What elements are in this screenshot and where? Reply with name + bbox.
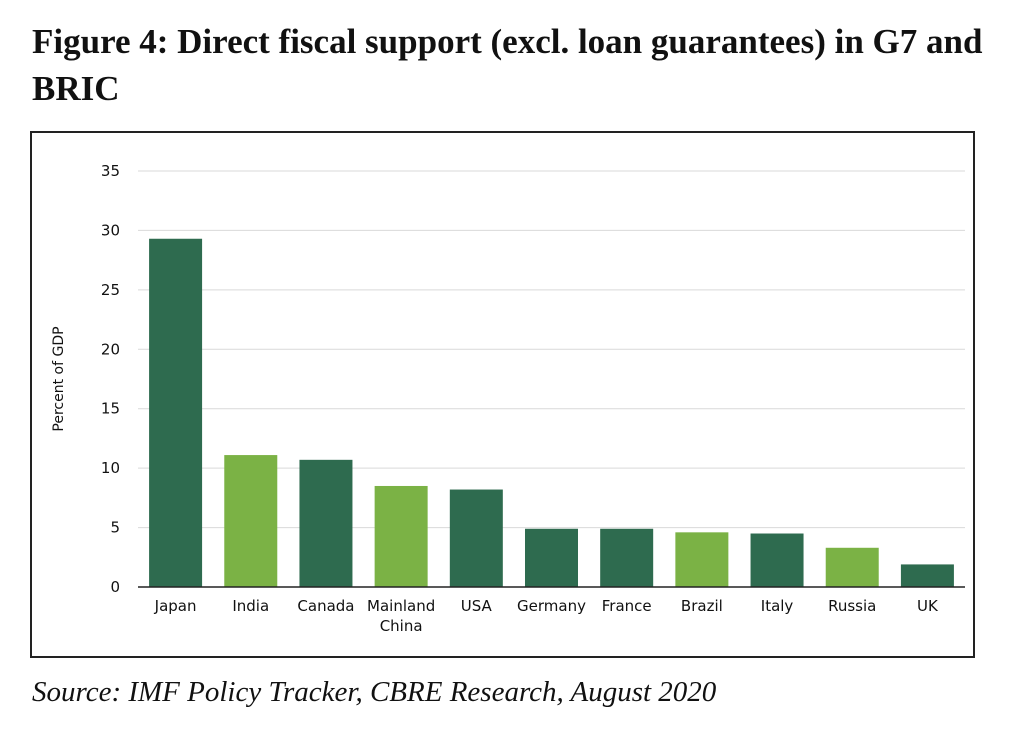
bar-chart: 0 5 10 15 20 25 30 35 Japan India Canada Mainland Ch…	[51, 162, 965, 635]
bar-brazil	[675, 532, 729, 587]
y-tick-label: 20	[101, 340, 120, 358]
x-tick-label: Japan	[154, 597, 197, 615]
bar-russia	[825, 547, 879, 587]
source-note: Source: IMF Policy Tracker, CBRE Researc…	[32, 676, 717, 708]
labels: 0 5 10 15 20 25 30 35 Japan India Canada Mainland Ch…	[51, 162, 939, 635]
x-tick-label: Germany	[517, 597, 586, 615]
bar-germany	[525, 528, 578, 587]
y-tick-label: 15	[101, 400, 120, 418]
y-tick-label: 25	[101, 281, 120, 299]
x-tick-label: India	[232, 597, 269, 615]
bar-italy	[750, 533, 804, 587]
bars	[149, 238, 954, 587]
x-tick-label: Brazil	[681, 597, 723, 615]
x-tick-label: UK	[917, 597, 939, 615]
chart-frame	[30, 131, 975, 658]
bar-mainland-china	[374, 485, 428, 587]
chart-title: Figure 4: Direct fiscal support (excl. l…	[32, 22, 983, 108]
bar-india	[224, 455, 278, 587]
y-tick-label: 0	[110, 578, 120, 596]
x-tick-label: France	[602, 597, 652, 615]
x-tick-label: Canada	[297, 597, 354, 615]
bar-canada	[299, 459, 353, 587]
y-tick-label: 30	[101, 221, 120, 239]
x-tick-label: Mainland	[367, 597, 435, 615]
x-tick-label: Russia	[828, 597, 876, 615]
y-axis-label: Percent of GDP	[51, 326, 67, 431]
x-tick-label: USA	[461, 597, 493, 615]
x-tick-label: Italy	[761, 597, 794, 615]
bar-france	[600, 528, 654, 587]
y-tick-label: 5	[110, 519, 120, 537]
bar-usa	[449, 489, 503, 587]
x-tick-label: China	[380, 617, 423, 635]
y-tick-label: 35	[101, 162, 120, 180]
y-tick-label: 10	[101, 459, 120, 477]
bar-japan	[149, 238, 203, 587]
bar-uk	[900, 564, 954, 587]
